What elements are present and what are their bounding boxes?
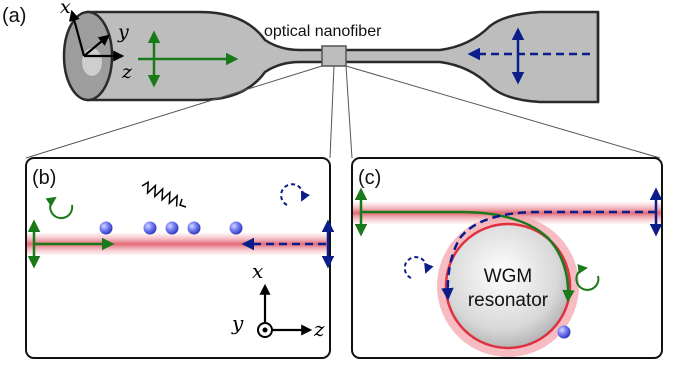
wgm-resonator — [444, 222, 572, 350]
panel-a: (a) x y z optical nanofiber — [2, 0, 661, 159]
panel-c: (c) WGM resonator — [351, 157, 663, 359]
atom — [187, 221, 201, 235]
zoom-line-mid-right — [345, 65, 353, 159]
wgm-resonator-glow — [437, 215, 579, 357]
panel-b-label: (b) — [32, 167, 56, 189]
atom — [165, 221, 179, 235]
end-face-highlight — [82, 48, 102, 76]
zoom-line-left — [25, 65, 323, 159]
atom — [143, 221, 157, 235]
resonator-label-1: WGM — [484, 266, 533, 287]
axes-a: x y z — [60, 0, 133, 83]
axis-b-z: z — [313, 317, 325, 341]
panel-c-label: (c) — [358, 167, 381, 189]
nanofiber-band-c — [353, 202, 661, 224]
forward-mode-b — [27, 196, 115, 269]
atom — [99, 221, 113, 235]
axes-b: x y z — [231, 259, 325, 341]
forward-mode-c — [354, 187, 600, 303]
panel-b: (b) x — [25, 157, 335, 359]
panel-b-frame — [25, 157, 331, 359]
axis-a-z: z — [121, 61, 133, 83]
resonator-label-2: resonator — [468, 290, 549, 311]
forward-mode-arrows-a — [138, 30, 239, 88]
photon-wavy-arrow — [141, 180, 179, 207]
zoom-line-mid-left — [329, 65, 335, 159]
atom — [229, 221, 243, 235]
backward-mode-c — [403, 187, 663, 301]
axis-b-x: x — [252, 259, 263, 283]
axis-a-y: y — [117, 21, 129, 43]
atom-c — [557, 325, 571, 339]
axis-a-x: x — [60, 0, 71, 18]
atoms-b — [99, 221, 243, 235]
backward-mode-arrows-a — [467, 27, 590, 85]
zoom-region — [321, 45, 347, 67]
nanofiber-label: optical nanofiber — [264, 23, 382, 40]
axis-b-y: y — [231, 311, 244, 335]
zoom-line-right — [345, 65, 661, 159]
backward-mode-b — [241, 183, 335, 269]
panel-a-label: (a) — [2, 5, 26, 27]
